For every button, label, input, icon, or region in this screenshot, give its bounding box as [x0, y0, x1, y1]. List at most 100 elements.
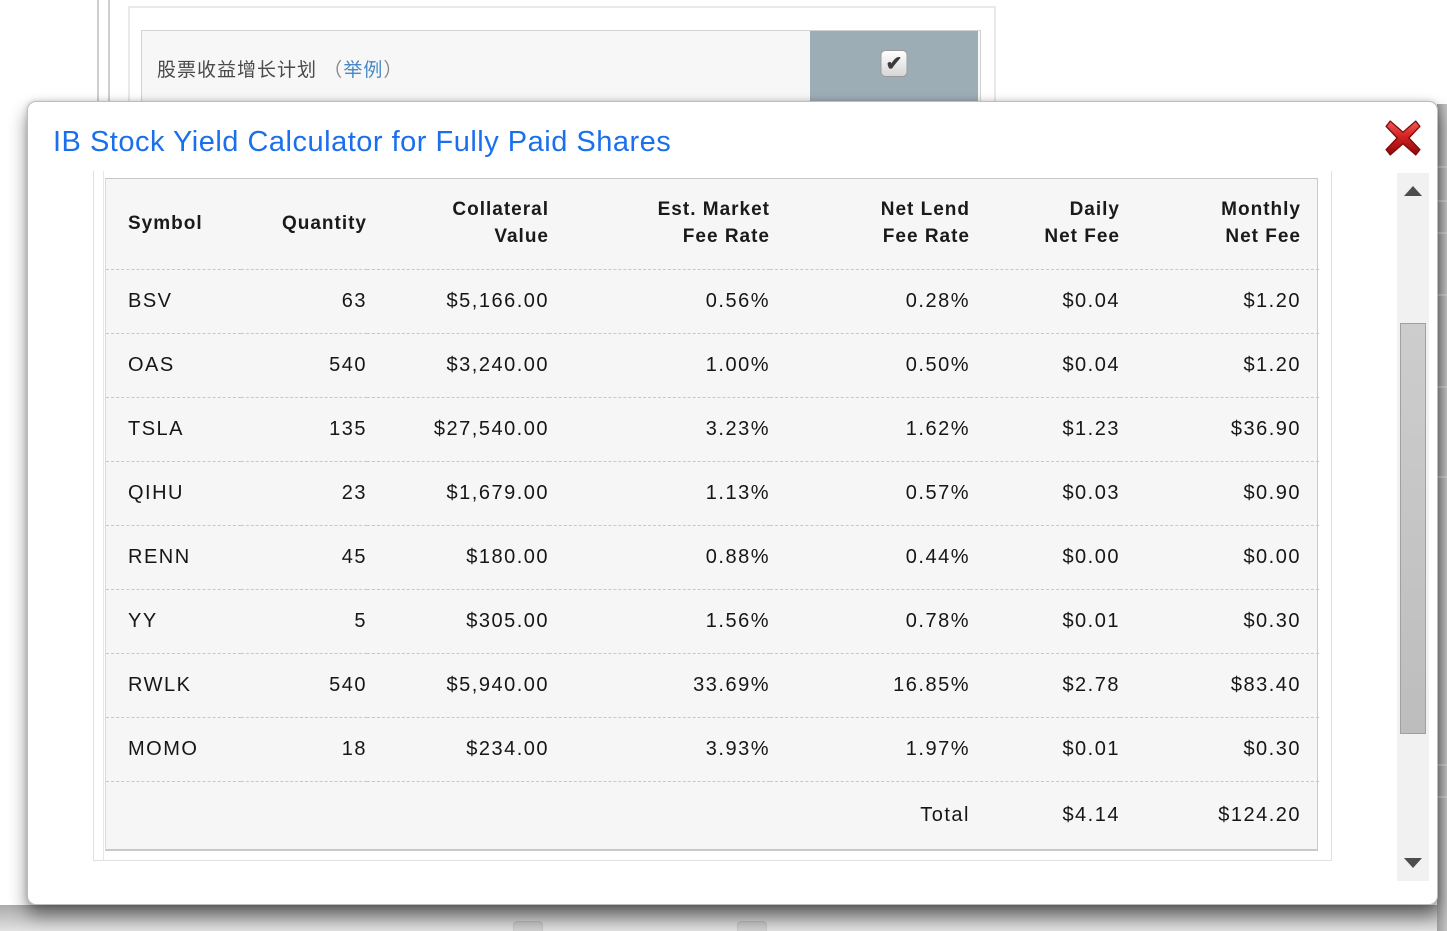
scroll-up-icon[interactable] [1404, 186, 1422, 196]
table-cell: $305.00 [367, 589, 549, 654]
table-cell: $234.00 [367, 717, 549, 782]
table-cell: $0.00 [1120, 525, 1319, 590]
total-row: Total $4.14 $124.20 [106, 781, 1319, 848]
table-row: QIHU 23 $1,679.00 1.13% 0.57% $0.03 $0.90 [106, 461, 1319, 526]
table-cell: 63 [241, 269, 367, 334]
table-cell: $1.23 [970, 397, 1120, 462]
table-cell: $180.00 [367, 525, 549, 590]
table-cell: 1.00% [549, 333, 770, 398]
table-cell [549, 781, 770, 848]
table-cell: $0.90 [1120, 461, 1319, 526]
table-cell: $0.01 [970, 589, 1120, 654]
background-divider [97, 0, 99, 104]
column-header: Quantity [281, 212, 367, 234]
table-cell: $1.20 [1120, 269, 1319, 334]
table-row: MOMO 18 $234.00 3.93% 1.97% $0.01 $0.30 [106, 717, 1319, 782]
table-cell: TSLA [106, 397, 241, 462]
table-cell: $3,240.00 [367, 333, 549, 398]
table-cell: $0.30 [1120, 589, 1319, 654]
table-row: RENN 45 $180.00 0.88% 0.44% $0.00 $0.00 [106, 525, 1319, 590]
table-cell: 0.78% [770, 589, 970, 654]
table-cell: 0.57% [770, 461, 970, 526]
table-row: BSV 63 $5,166.00 0.56% 0.28% $0.04 $1.20 [106, 269, 1319, 334]
table-cell [241, 781, 367, 848]
table-cell: 0.28% [770, 269, 970, 334]
dialog-title: IB Stock Yield Calculator for Fully Paid… [53, 126, 672, 158]
table-cell: OAS [106, 333, 241, 398]
background-divider [108, 0, 110, 104]
table-cell: $4.14 [970, 781, 1120, 848]
table-cell: 135 [241, 397, 367, 462]
table-cell: 23 [241, 461, 367, 526]
table-cell: $27,540.00 [367, 397, 549, 462]
table-cell: 1.62% [770, 397, 970, 462]
table-cell: $0.30 [1120, 717, 1319, 782]
header-row: Symbol Quantity Collateral Value Est. Marke… [106, 179, 1319, 270]
table-cell: Total [770, 781, 970, 848]
column-header: Net Lend Fee Rate [880, 199, 970, 247]
table-cell [367, 781, 549, 848]
table-row: TSLA 135 $27,540.00 3.23% 1.62% $1.23 $36.90 [106, 397, 1319, 462]
table-cell: BSV [106, 269, 241, 334]
paren-open: （ [323, 60, 344, 81]
table-cell: $5,940.00 [367, 653, 549, 718]
table-cell [106, 781, 241, 848]
column-header: Daily Net Fee [1044, 199, 1120, 247]
table-cell: $124.20 [1120, 781, 1319, 848]
table-cell: $1,679.00 [367, 461, 549, 526]
table-cell: $36.90 [1120, 397, 1319, 462]
table-row: RWLK 540 $5,940.00 33.69% 16.85% $2.78 $83.40 [106, 653, 1319, 718]
table-cell: $5,166.00 [367, 269, 549, 334]
paren-close: ） [383, 60, 404, 81]
table-cell: $83.40 [1120, 653, 1319, 718]
table-cell: 1.56% [549, 589, 770, 654]
scrollbar-track[interactable] [1397, 173, 1429, 881]
table-cell: RENN [106, 525, 241, 590]
yield-table: Symbol Quantity Collateral Value Est. Marke… [106, 179, 1319, 848]
scroll-down-icon[interactable] [1404, 858, 1422, 868]
column-header: Collateral Value [452, 199, 549, 247]
table-cell: 0.88% [549, 525, 770, 590]
table-cell: 16.85% [770, 653, 970, 718]
scrollbar-thumb[interactable] [1400, 323, 1426, 734]
table-cell: 540 [241, 333, 367, 398]
table-cell: MOMO [106, 717, 241, 782]
table-cell: 1.13% [549, 461, 770, 526]
yield-table-panel: Symbol Quantity Collateral Value Est. Marke… [105, 178, 1319, 851]
check-icon: ✔ [885, 52, 903, 75]
table-cell: QIHU [106, 461, 241, 526]
table-row: OAS 540 $3,240.00 1.00% 0.50% $0.04 $1.20 [106, 333, 1319, 398]
table-cell: $2.78 [970, 653, 1120, 718]
plan-label: 股票收益增长计划 （举例） [157, 55, 403, 82]
table-cell: $0.03 [970, 461, 1120, 526]
plan-checkbox-cell: ✔ [810, 31, 978, 109]
table-cell: 45 [241, 525, 367, 590]
table-cell: 3.23% [549, 397, 770, 462]
yield-calculator-dialog: IB Stock Yield Calculator for Fully Paid… [27, 101, 1438, 905]
table-cell: 5 [241, 589, 367, 654]
table-cell: $0.04 [970, 269, 1120, 334]
column-header: Est. Market Fee Rate [657, 199, 770, 247]
close-button[interactable] [1384, 120, 1422, 158]
column-header: Symbol [128, 212, 203, 234]
table-cell: 0.44% [770, 525, 970, 590]
table-cell: 0.56% [549, 269, 770, 334]
table-cell: 540 [241, 653, 367, 718]
table-cell: $0.00 [970, 525, 1120, 590]
background-edge [1437, 104, 1447, 931]
plan-checkbox[interactable]: ✔ [880, 50, 908, 77]
table-cell: $0.04 [970, 333, 1120, 398]
table-cell: $0.01 [970, 717, 1120, 782]
table-cell: 33.69% [549, 653, 770, 718]
close-icon [1385, 120, 1421, 159]
example-link[interactable]: 举例 [343, 60, 384, 81]
frame-divider [103, 171, 104, 861]
table-cell: 1.97% [770, 717, 970, 782]
modal-drop-shadow [0, 905, 1447, 931]
plan-row: 股票收益增长计划 （举例） ✔ [141, 30, 981, 110]
column-header: Monthly Net Fee [1221, 199, 1301, 247]
table-cell: RWLK [106, 653, 241, 718]
plan-name-text: 股票收益增长计划 [157, 60, 318, 81]
table-cell: YY [106, 589, 241, 654]
